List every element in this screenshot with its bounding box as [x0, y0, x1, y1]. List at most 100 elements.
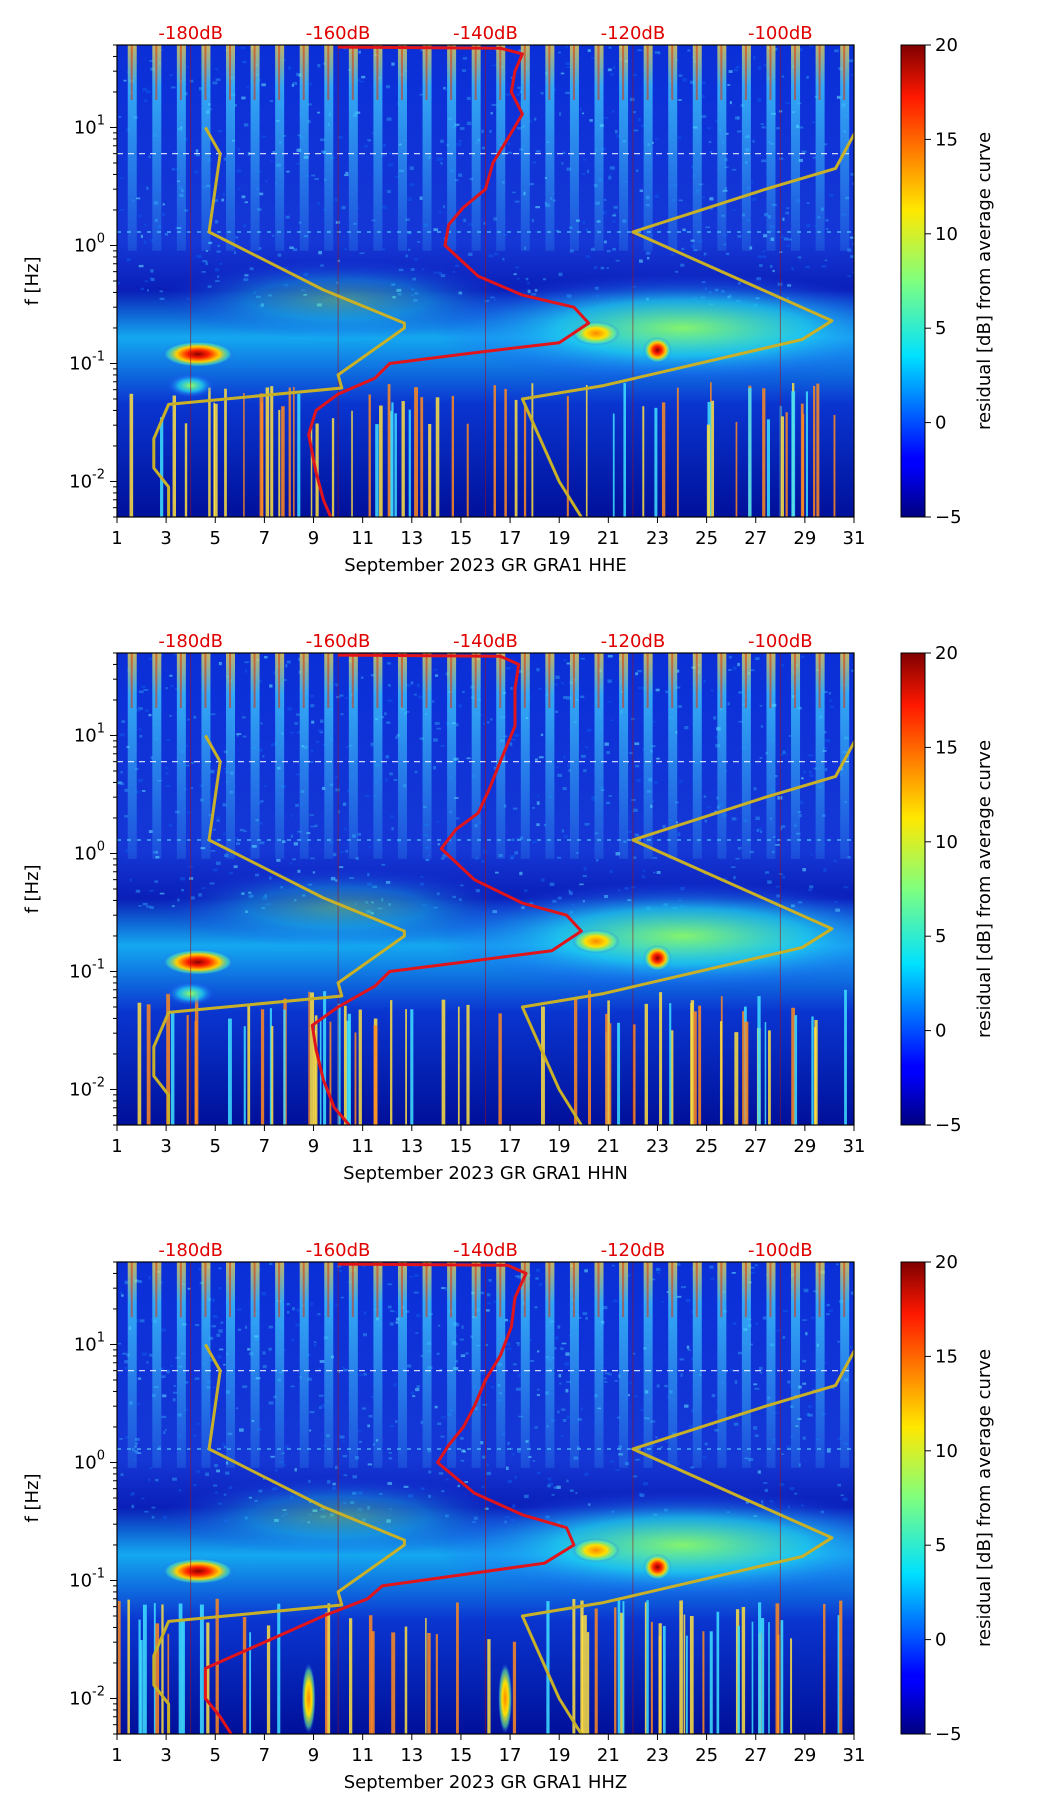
- day-stripe-top: [376, 45, 379, 100]
- curve-nhnm: [520, 131, 854, 517]
- x-tick-label: 13: [400, 1136, 423, 1157]
- spike: [358, 1009, 362, 1125]
- y-tick-label: 101: [74, 113, 105, 138]
- day-stripe: [520, 1262, 530, 1468]
- y-tick-exponent: -2: [92, 1684, 105, 1699]
- x-tick-label: 7: [259, 1136, 270, 1157]
- spike: [612, 413, 615, 517]
- day-stripe: [619, 1262, 629, 1468]
- spike: [766, 419, 770, 517]
- spike: [585, 384, 588, 517]
- spike: [837, 1615, 840, 1734]
- x-tick-label: 19: [548, 528, 571, 549]
- day-stripe-top: [253, 45, 256, 100]
- day-stripe-top: [769, 45, 772, 100]
- spike: [329, 1021, 332, 1125]
- day-stripe-top: [818, 1262, 821, 1317]
- hotspot: [572, 321, 621, 346]
- spike: [737, 1625, 740, 1734]
- spike: [566, 396, 569, 517]
- spike: [689, 1616, 694, 1734]
- db-tick-label: -120dB: [601, 631, 666, 652]
- spike: [466, 1004, 470, 1125]
- day-stripe: [741, 1262, 751, 1468]
- day-stripe: [643, 653, 653, 859]
- spike: [414, 387, 419, 517]
- spike: [387, 384, 391, 517]
- day-stripe-top: [597, 1262, 600, 1317]
- x-tick-label: 15: [449, 1136, 472, 1157]
- y-tick-label: 10-1: [69, 1566, 105, 1591]
- spike: [178, 1603, 183, 1734]
- day-stripe: [717, 45, 727, 251]
- spike: [514, 399, 518, 517]
- spike: [310, 424, 313, 517]
- spike: [129, 393, 134, 517]
- spike: [758, 1602, 762, 1734]
- spike: [331, 418, 335, 517]
- spike: [327, 1603, 331, 1734]
- spike: [310, 992, 315, 1125]
- spike: [186, 1015, 189, 1125]
- day-stripe-top: [769, 653, 772, 708]
- day-stripe-top: [548, 45, 551, 100]
- x-tick-label: 9: [308, 528, 319, 549]
- day-stripe-top: [400, 653, 403, 708]
- colorbar-label: residual [dB] from average curve: [974, 1349, 995, 1647]
- colorbar-tick-label: 10: [935, 832, 958, 853]
- day-stripe-top: [695, 1262, 698, 1317]
- day-stripe: [569, 1262, 579, 1468]
- spike: [266, 1625, 271, 1734]
- day-stripe: [569, 653, 579, 859]
- spike: [716, 1611, 720, 1734]
- spike: [375, 424, 379, 517]
- x-tick-label: 19: [548, 1745, 571, 1766]
- spike: [623, 382, 627, 517]
- y-axis-label: f [Hz]: [22, 1473, 43, 1522]
- colorbar-tick-label: 5: [935, 1535, 946, 1556]
- spike: [278, 409, 281, 517]
- spike: [270, 386, 274, 517]
- day-stripe: [791, 45, 801, 251]
- hotspot: [162, 341, 235, 368]
- spike: [213, 403, 218, 517]
- db-tick-label: -100dB: [748, 23, 813, 44]
- day-stripe: [422, 1262, 432, 1468]
- spike: [762, 388, 766, 517]
- day-stripe: [299, 1262, 309, 1468]
- day-stripe: [520, 45, 530, 251]
- x-tick-label: 17: [499, 528, 522, 549]
- x-tick-label: 11: [351, 528, 374, 549]
- y-tick-base: 10: [74, 235, 97, 256]
- hotspot: [643, 337, 672, 364]
- spike: [531, 383, 534, 517]
- day-stripe: [447, 45, 457, 251]
- day-stripe-top: [425, 45, 428, 100]
- day-stripe-top: [572, 1262, 575, 1317]
- day-stripe: [152, 1262, 162, 1468]
- day-stripe-top: [130, 45, 133, 100]
- day-stripe-top: [720, 45, 723, 100]
- spike: [227, 1018, 232, 1125]
- plot-area: [117, 653, 854, 1125]
- day-stripe-top: [794, 653, 797, 708]
- colorbar-gradient: [900, 1261, 926, 1735]
- db-tick-label: -180dB: [158, 23, 223, 44]
- colorbar-tick-label: 0: [935, 413, 946, 434]
- colorbar-tick-label: 15: [935, 1346, 958, 1367]
- db-tick-label: -140dB: [453, 1240, 518, 1261]
- day-stripe: [324, 45, 334, 251]
- day-stripe: [569, 45, 579, 251]
- colorbar-tick-label: 0: [935, 1630, 946, 1651]
- day-stripe: [741, 45, 751, 251]
- colorbar-tick-label: 20: [935, 35, 958, 56]
- day-stripe-top: [229, 45, 232, 100]
- day-stripe: [250, 45, 260, 251]
- spike: [622, 1601, 625, 1734]
- day-stripe: [397, 653, 407, 859]
- day-stripe: [668, 1262, 678, 1468]
- day-stripe-top: [278, 45, 281, 100]
- day-stripe-top: [548, 1262, 551, 1317]
